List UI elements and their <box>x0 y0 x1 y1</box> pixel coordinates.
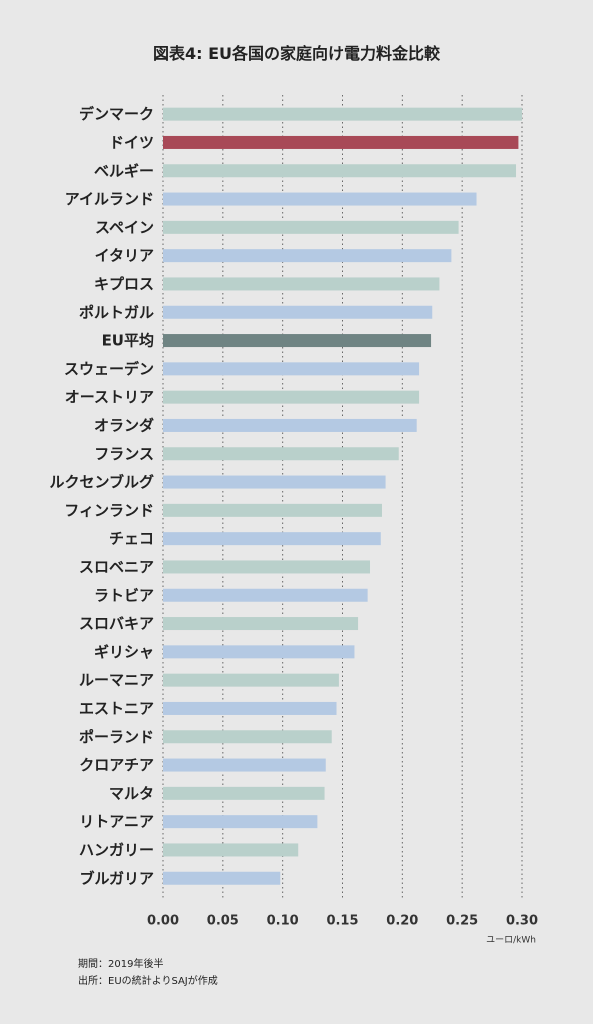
note-period: 期間：2019年後半 <box>78 959 164 970</box>
bar-1 <box>163 135 519 149</box>
bar-25 <box>163 815 318 829</box>
bar-16 <box>163 560 371 574</box>
category-label-25: リトアニア <box>79 813 154 831</box>
bar-5 <box>163 249 452 263</box>
category-label-21: エストニア <box>79 699 154 717</box>
category-label-7: ポルトガル <box>79 303 154 321</box>
tick-label-4: 0.20 <box>386 913 418 928</box>
bar-26 <box>163 843 299 857</box>
axis-unit-label: ユーロ/kWh <box>486 935 536 945</box>
bar-18 <box>163 617 359 631</box>
category-label-13: ルクセンブルグ <box>49 473 154 491</box>
category-label-4: スペイン <box>95 218 154 236</box>
category-label-2: ベルギー <box>94 162 154 180</box>
category-label-18: スロバキア <box>79 615 154 633</box>
chart-title: 図表4: EU各国の家庭向け電力料金比較 <box>152 44 441 63</box>
category-label-11: オランダ <box>94 416 154 434</box>
bar-15 <box>163 532 381 546</box>
category-label-15: チェコ <box>109 530 154 548</box>
bar-9 <box>163 362 420 376</box>
bar-11 <box>163 418 417 432</box>
category-label-9: スウェーデン <box>64 360 154 378</box>
category-label-8: EU平均 <box>102 332 154 350</box>
tick-label-1: 0.05 <box>207 913 239 928</box>
tick-label-5: 0.25 <box>446 913 478 928</box>
category-label-5: イタリア <box>95 247 154 265</box>
bar-4 <box>163 220 459 234</box>
bar-10 <box>163 390 420 404</box>
bar-3 <box>163 192 477 206</box>
bar-27 <box>163 871 281 885</box>
category-label-1: ドイツ <box>109 133 154 151</box>
tick-label-2: 0.10 <box>267 913 299 928</box>
bar-14 <box>163 503 382 517</box>
bar-23 <box>163 758 326 772</box>
category-label-0: デンマーク <box>79 105 154 123</box>
category-label-10: オーストリア <box>65 388 154 406</box>
category-label-17: ラトビア <box>94 586 154 604</box>
bar-12 <box>163 447 399 461</box>
bar-8 <box>163 334 432 348</box>
category-label-27: ブルガリア <box>79 869 154 887</box>
category-label-22: ポーランド <box>79 728 154 746</box>
bar-7 <box>163 305 433 319</box>
category-label-20: ルーマニア <box>79 671 154 689</box>
category-label-6: キプロス <box>94 275 154 293</box>
tick-label-6: 0.30 <box>506 913 538 928</box>
bar-0 <box>163 107 522 121</box>
category-label-24: マルタ <box>109 784 154 802</box>
bar-13 <box>163 475 386 489</box>
bar-17 <box>163 588 368 602</box>
bar-2 <box>163 164 517 178</box>
category-label-3: アイルランド <box>65 190 154 208</box>
bar-21 <box>163 701 337 715</box>
category-label-14: フィンランド <box>64 501 154 519</box>
category-label-16: スロベニア <box>79 558 154 576</box>
note-source: 出所：EUの統計よりSAJが作成 <box>78 976 218 987</box>
tick-label-3: 0.15 <box>326 913 358 928</box>
category-label-26: ハンガリー <box>79 841 154 859</box>
category-label-23: クロアチア <box>79 756 154 774</box>
bar-6 <box>163 277 440 291</box>
category-label-12: フランス <box>94 445 154 463</box>
category-label-19: ギリシャ <box>94 643 154 661</box>
tick-label-0: 0.00 <box>147 913 179 928</box>
bar-24 <box>163 786 325 800</box>
bar-22 <box>163 730 332 744</box>
bar-19 <box>163 645 355 659</box>
chart-notes: 期間：2019年後半 出所：EUの統計よりSAJが作成 <box>78 956 218 990</box>
bar-20 <box>163 673 339 687</box>
